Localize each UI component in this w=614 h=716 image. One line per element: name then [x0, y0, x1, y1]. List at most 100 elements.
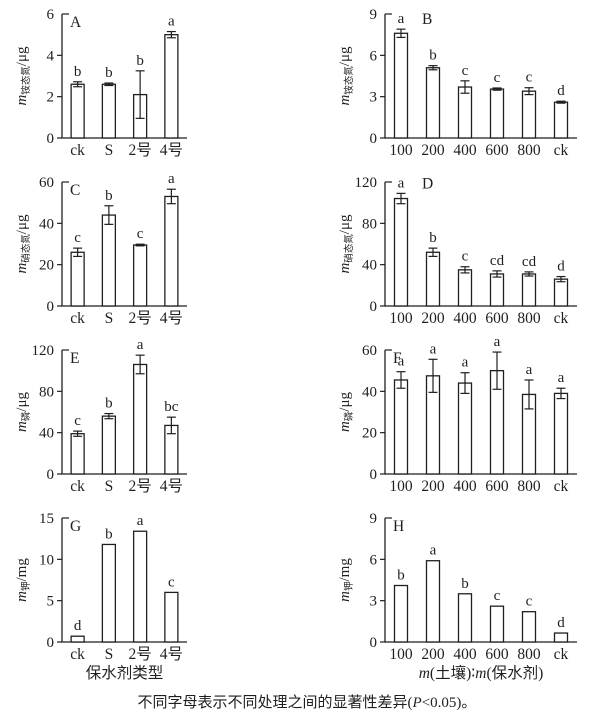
category-label: 2号	[128, 141, 151, 159]
y-tick-label: 0	[47, 467, 55, 483]
y-tick-label: 9	[370, 7, 378, 23]
significance-letter: a	[168, 14, 175, 30]
significance-letter: b	[105, 65, 113, 81]
panel-E: 0 40 80 120 m磷/μg c ck b Sa 2号 bc 4号 E	[14, 337, 187, 495]
y-tick-label: 0	[370, 131, 378, 147]
significance-letter: b	[397, 568, 405, 584]
significance-letter: c	[137, 226, 144, 242]
figure-caption: 不同字母表示不同处理之间的显著性差异(P<0.05)。	[0, 690, 614, 716]
category-label: 100	[389, 478, 413, 495]
y-tick-label: 0	[47, 131, 55, 147]
bar	[393, 379, 409, 475]
y-tick-label: 5	[47, 594, 55, 610]
y-axis-label: m硝态氮/μg	[337, 214, 355, 274]
significance-letter: a	[398, 175, 405, 191]
significance-letter: a	[526, 362, 533, 378]
bar	[393, 197, 409, 307]
bar	[70, 83, 85, 139]
axes-line	[384, 518, 577, 643]
category-label: S	[105, 478, 114, 495]
significance-letter: c	[74, 230, 81, 246]
significance-letter: a	[137, 513, 144, 529]
y-tick-label: 6	[370, 552, 378, 568]
panel-label: D	[422, 175, 433, 192]
significance-letter: c	[494, 588, 501, 604]
category-label: 400	[453, 646, 477, 663]
category-label: 100	[389, 142, 413, 159]
bar	[393, 32, 409, 139]
significance-letter: a	[430, 543, 437, 559]
significance-letter: c	[494, 70, 501, 86]
bar	[101, 214, 117, 307]
significance-letter: a	[398, 11, 405, 27]
significance-letter: cd	[522, 254, 537, 270]
panel-label: A	[70, 14, 82, 31]
bar	[70, 635, 85, 643]
x-axis-label: m(土壤)∶m(保水剂)	[419, 663, 544, 682]
y-axis-label: m钾/mg	[337, 558, 355, 602]
panel-label: F	[393, 350, 402, 367]
y-axis-label: m磷/μg	[14, 391, 32, 432]
category-label: 600	[485, 142, 509, 159]
panel-G: 0 5 10 15 m钾/mg d ck b Sa 2号 c 4号 G 保水剂类型	[14, 511, 187, 682]
significance-letter: b	[105, 526, 113, 542]
category-label: 400	[453, 142, 477, 159]
significance-letter: a	[398, 354, 405, 370]
y-tick-label: 40	[39, 216, 54, 232]
significance-letter: c	[74, 413, 81, 429]
y-tick-label: 9	[370, 511, 378, 527]
panel-label: B	[422, 11, 432, 28]
category-label: 600	[485, 310, 509, 327]
category-label: 400	[453, 478, 477, 495]
bar	[553, 101, 569, 139]
y-tick-label: 40	[362, 384, 377, 400]
category-label: 4号	[160, 141, 183, 159]
y-tick-label: 15	[39, 511, 54, 527]
y-tick-label: 3	[370, 90, 378, 106]
category-label: 4号	[160, 477, 183, 495]
bar	[553, 278, 569, 307]
category-label: 200	[421, 646, 445, 663]
y-tick-label: 3	[370, 594, 378, 610]
bar	[101, 83, 117, 139]
bar	[164, 591, 179, 643]
bar	[132, 530, 148, 643]
significance-letter: a	[558, 370, 565, 386]
category-label: 800	[517, 310, 541, 327]
y-axis-label: m钾/mg	[14, 558, 32, 602]
y-tick-label: 40	[39, 426, 54, 442]
category-label: 4号	[160, 309, 183, 327]
significance-letter: b	[74, 64, 82, 80]
bar	[521, 273, 537, 307]
significance-letter: b	[429, 230, 437, 246]
category-label: 600	[485, 478, 509, 495]
category-label: 200	[421, 478, 445, 495]
category-label: S	[105, 142, 114, 159]
significance-letter: b	[461, 576, 469, 592]
panel-label: C	[70, 182, 80, 199]
bar	[393, 584, 409, 643]
panel-label: E	[70, 350, 79, 367]
axes-line	[384, 14, 577, 139]
panel-H: 0 3 6 9 m钾/mg b 100 a 200 b 400 c 600 c 800 d ck Hm(土壤)∶m…	[337, 511, 577, 682]
bar	[101, 543, 117, 643]
bar	[70, 251, 85, 307]
significance-letter: d	[557, 259, 565, 275]
caption-segment: 不同字母表示不同处理之间的显著性差异(	[137, 695, 413, 711]
category-label: 800	[517, 646, 541, 663]
bar	[425, 251, 441, 307]
y-tick-label: 0	[47, 635, 55, 651]
y-tick-label: 60	[362, 343, 377, 359]
bar	[425, 67, 441, 139]
bar	[489, 88, 505, 139]
category-label: ck	[554, 646, 569, 663]
significance-letter: a	[430, 341, 437, 357]
significance-letter: b	[105, 396, 113, 412]
category-label: 2号	[128, 645, 151, 663]
significance-letter: b	[136, 53, 144, 69]
bar	[489, 605, 505, 643]
panel-A: 0 2 4 6 m铵态氮/μg b ck b Sb 2号 a 4号 A	[14, 7, 187, 159]
significance-letter: cd	[490, 253, 505, 269]
panel-B: 0 3 6 9 m铵态氮/μg a 100 b 200 c 400 c 600 c 800 d ck B	[337, 7, 577, 159]
x-axis-label: 保水剂类型	[86, 664, 164, 682]
